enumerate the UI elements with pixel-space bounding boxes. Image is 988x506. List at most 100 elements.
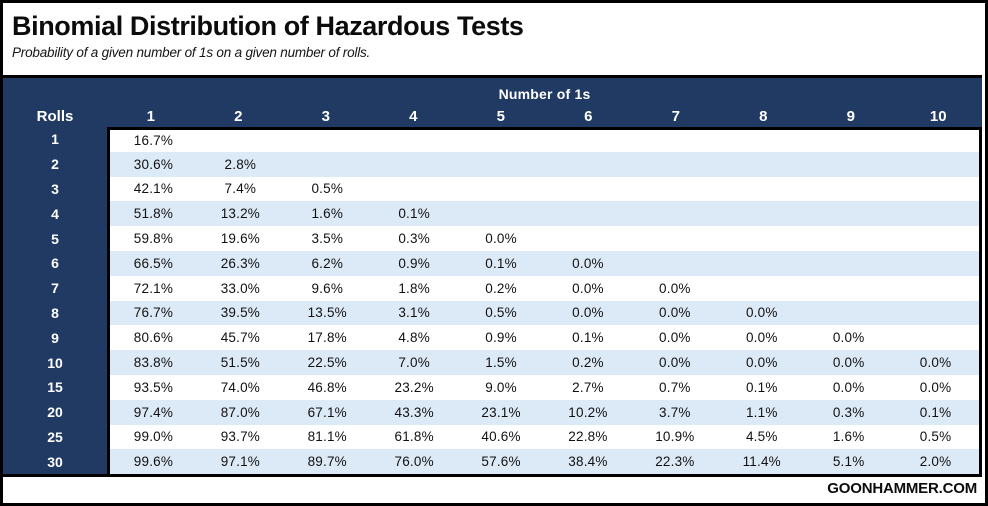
value-cell: 80.6%: [133, 330, 174, 346]
value-cell: [284, 130, 371, 152]
value-cell: 66.5%: [133, 255, 174, 271]
value-cell: 1.1%: [745, 404, 778, 420]
value-cell: 46.8%: [307, 379, 347, 395]
table-row: 15 93.5% 74.0% 46.8% 23.2% 9.0% 2.7% 0.7% 0.1% 0.…: [3, 374, 982, 400]
row-label: 20: [3, 399, 107, 425]
row-values: 42.1% 7.4% 0.5%: [107, 176, 982, 202]
value-cell: 19.6%: [220, 231, 260, 247]
value-cell: 0.0%: [745, 305, 778, 321]
rolls-header: Rolls: [36, 107, 74, 125]
row-values: 93.5% 74.0% 46.8% 23.2% 9.0% 2.7% 0.7% 0.1% 0.0%…: [107, 374, 982, 400]
value-cell: [371, 130, 458, 152]
value-cell: 0.0%: [745, 330, 778, 346]
value-cell: [892, 325, 979, 350]
row-values: 76.7% 39.5% 13.5% 3.1% 0.5% 0.0% 0.0% 0.0%: [107, 300, 982, 326]
value-cell: 76.7%: [133, 305, 174, 321]
column-header: 2: [234, 107, 243, 125]
value-cell: 0.0%: [919, 379, 952, 395]
row-label: 6: [3, 250, 107, 276]
value-cell: [718, 226, 805, 251]
value-cell: 3.5%: [311, 231, 344, 247]
row-values: 99.0% 93.7% 81.1% 61.8% 40.6% 22.8% 10.9% 4.5% 1…: [107, 424, 982, 450]
value-cell: 0.0%: [745, 355, 778, 371]
column-header: 9: [846, 107, 855, 125]
value-cell: [892, 251, 979, 276]
page-subtitle: Probability of a given number of 1s on a…: [12, 45, 371, 61]
value-cell: [545, 130, 632, 152]
value-cell: 30.6%: [133, 156, 174, 172]
column-header: 10: [929, 107, 947, 125]
value-cell: 43.3%: [394, 404, 434, 420]
row-values: 66.5% 26.3% 6.2% 0.9% 0.1% 0.0%: [107, 250, 982, 276]
row-values: 99.6% 97.1% 89.7% 76.0% 57.6% 38.4% 22.3% 11.4%…: [107, 449, 982, 475]
value-cell: 22.3%: [655, 454, 695, 470]
table-row: 7 72.1% 33.0% 9.6% 1.8% 0.2% 0.0% 0.0%: [3, 275, 982, 301]
column-header: 4: [409, 107, 418, 125]
value-cell: 87.0%: [220, 404, 260, 420]
value-cell: 33.0%: [220, 280, 260, 296]
value-cell: [458, 201, 545, 226]
value-cell: 0.0%: [832, 355, 865, 371]
value-cell: 2.7%: [572, 379, 604, 395]
row-label: 5: [3, 226, 107, 251]
value-cell: 13.2%: [220, 206, 260, 222]
value-cell: [458, 177, 545, 202]
value-cell: [718, 152, 805, 177]
row-label: 4: [3, 201, 107, 227]
value-cell: 26.3%: [220, 255, 260, 271]
value-cell: 0.0%: [572, 280, 604, 296]
value-cell: [892, 152, 979, 177]
value-cell: 0.0%: [659, 330, 691, 346]
value-cell: 0.0%: [659, 280, 691, 296]
value-cell: 42.1%: [133, 181, 174, 197]
value-cell: 61.8%: [394, 429, 434, 445]
column-header: 7: [671, 107, 680, 125]
column-header-row: Rolls 1 2 3 4 5 6 7 8 9 10: [3, 102, 982, 130]
value-cell: 57.6%: [481, 454, 521, 470]
value-cell: [631, 201, 718, 226]
row-values: 72.1% 33.0% 9.6% 1.8% 0.2% 0.0% 0.0%: [107, 275, 982, 301]
value-cell: [718, 251, 805, 276]
row-values: 51.8% 13.2% 1.6% 0.1%: [107, 201, 982, 227]
column-header: 6: [584, 107, 593, 125]
value-cell: 0.3%: [398, 231, 430, 247]
value-cell: 11.4%: [742, 454, 781, 470]
value-cell: 23.1%: [481, 404, 521, 420]
row-values: 59.8% 19.6% 3.5% 0.3% 0.0%: [107, 226, 982, 251]
value-cell: 9.0%: [485, 379, 517, 395]
value-cell: [805, 301, 892, 326]
value-cell: 4.8%: [398, 330, 430, 346]
group-header-label: Number of 1s: [498, 86, 591, 102]
value-cell: 17.8%: [307, 330, 347, 346]
value-cell: 76.0%: [394, 454, 434, 470]
value-cell: 22.8%: [568, 429, 608, 445]
value-cell: 0.0%: [485, 231, 517, 247]
value-cell: [718, 276, 805, 301]
value-cell: 0.0%: [572, 305, 604, 321]
value-cell: 97.4%: [133, 404, 174, 420]
page-title: Binomial Distribution of Hazardous Tests: [12, 11, 524, 41]
value-cell: [718, 201, 805, 226]
value-cell: [631, 251, 718, 276]
value-cell: [805, 152, 892, 177]
column-header-cells: 1 2 3 4 5 6 7 8 9 10: [107, 108, 982, 125]
value-cell: 0.1%: [485, 255, 517, 271]
row-values: 16.7%: [107, 127, 982, 152]
value-cell: [545, 201, 632, 226]
value-cell: 1.5%: [485, 355, 517, 371]
table-row: 9 80.6% 45.7% 17.8% 4.8% 0.9% 0.1% 0.0% 0.0% 0.0%: [3, 325, 982, 351]
value-cell: [805, 177, 892, 202]
row-label: 8: [3, 300, 107, 326]
value-cell: 0.5%: [919, 429, 952, 445]
table-row: 5 59.8% 19.6% 3.5% 0.3% 0.0%: [3, 226, 982, 251]
value-cell: 13.5%: [307, 305, 347, 321]
value-cell: 0.2%: [572, 355, 604, 371]
row-label: 2: [3, 151, 107, 177]
value-cell: 0.0%: [659, 355, 691, 371]
value-cell: 7.0%: [398, 355, 430, 371]
value-cell: 0.0%: [659, 305, 691, 321]
value-cell: 0.0%: [919, 355, 952, 371]
table-row: 6 66.5% 26.3% 6.2% 0.9% 0.1% 0.0%: [3, 250, 982, 276]
value-cell: 3.7%: [659, 404, 691, 420]
